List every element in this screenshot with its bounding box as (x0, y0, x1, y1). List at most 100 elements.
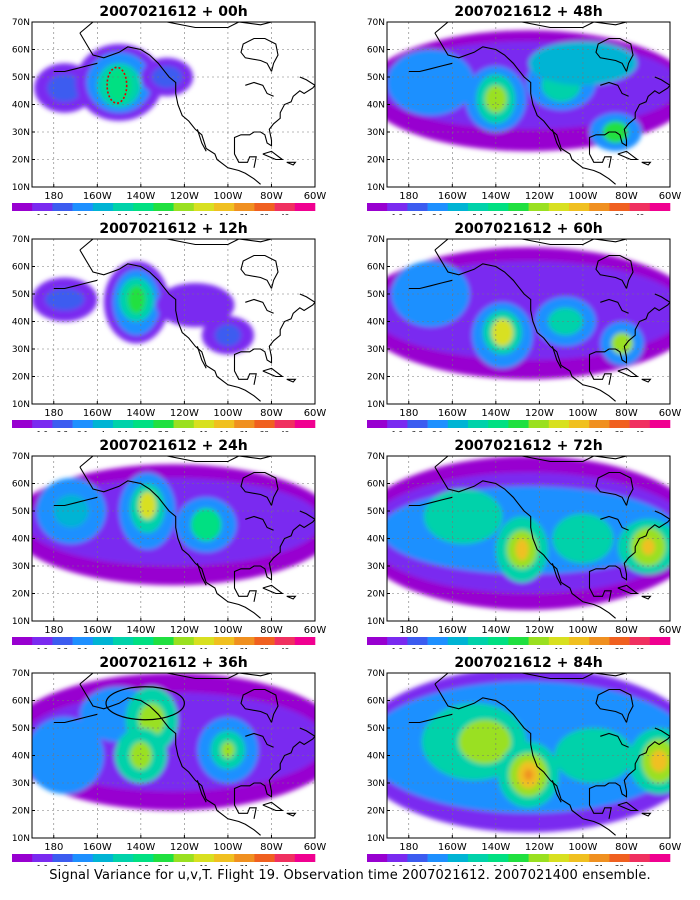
colorbar-label: 14 (220, 647, 229, 649)
colorbar-swatch (32, 420, 53, 428)
variance-field (387, 673, 670, 833)
colorbar-label: 6.3 (138, 864, 149, 866)
colorbar-swatch (609, 637, 630, 645)
colorbar-swatch (427, 203, 449, 211)
y-tick-label: 70N (367, 235, 385, 245)
colorbar-label: 2.2 (57, 213, 68, 215)
colorbar-swatch (214, 203, 235, 211)
contour-region (650, 750, 668, 772)
map-panel: 2007021612 + 48h 10N 20N 30N 40N 50N 60N 70N 180… (355, 0, 695, 221)
colorbar-swatch (234, 854, 255, 862)
colorbar-swatch (629, 637, 651, 645)
coastline (617, 367, 639, 378)
colorbar-swatch (447, 203, 469, 211)
colorbar-label: 2.2 (57, 647, 68, 649)
colorbar-label: 4 (101, 213, 106, 215)
coastline (286, 595, 297, 600)
y-tick-label: 50N (367, 73, 385, 83)
x-tick-label: 120W (525, 191, 554, 202)
map-plot: 2007021612 + 48h 10N 20N 30N 40N 50N 60N 70N 180… (367, 4, 682, 221)
x-tick-label: 140W (481, 625, 510, 636)
panel-title: 2007021612 + 48h (454, 4, 602, 20)
variance-field (32, 673, 315, 811)
colorbar-swatch (649, 203, 671, 211)
colorbar-label: 6.3 (138, 430, 149, 432)
colorbar-label: 6.3 (493, 647, 504, 649)
colorbar-label: 2.2 (412, 430, 423, 432)
colorbar-label: 1.6 (37, 213, 49, 215)
colorbar-swatch (294, 420, 316, 428)
coastline (595, 254, 634, 289)
colorbar-swatch (92, 854, 114, 862)
colorbar-label: 29 (260, 864, 269, 866)
colorbar-label: 6.3 (493, 864, 504, 866)
colorbar-swatch (193, 854, 215, 862)
contour-region (190, 508, 222, 542)
colorbar-label: 21 (595, 647, 604, 649)
colorbar-label: 21 (240, 430, 249, 432)
x-tick-label: 160W (438, 625, 467, 636)
coastline (240, 37, 279, 72)
x-tick-label: 140W (481, 842, 510, 853)
y-tick-label: 70N (12, 669, 30, 679)
y-tick-label: 20N (367, 807, 385, 817)
coastline (641, 378, 652, 383)
colorbar-label: 4 (456, 864, 461, 866)
y-tick-label: 60N (12, 697, 30, 707)
y-tick-label: 60N (367, 46, 385, 56)
coastline (53, 496, 98, 507)
y-tick-label: 10N (12, 834, 30, 844)
colorbar-swatch (569, 420, 590, 428)
colorbar-label: 1.6 (37, 430, 49, 432)
x-tick-label: 60W (304, 191, 327, 202)
colorbar-swatch (548, 420, 570, 428)
coastlines (408, 22, 670, 185)
coastline (233, 360, 257, 385)
coastline (588, 727, 670, 798)
colorbar-label: 3.1 (77, 213, 88, 215)
coastline (434, 22, 649, 34)
map-plot: 2007021612 + 36h 10N 20N 30N 40N 50N 60N 70N 180… (12, 655, 327, 872)
colorbar-swatch (274, 203, 296, 211)
colorbar-swatch (569, 203, 590, 211)
grid-lines (387, 673, 670, 838)
colorbar-label: 5.1 (473, 430, 484, 432)
colorbar-swatch (254, 203, 275, 211)
colorbar-swatch (214, 637, 235, 645)
colorbar-swatch (468, 637, 489, 645)
target-region-marker (106, 66, 128, 104)
colorbar-swatch (133, 854, 154, 862)
colorbar-swatch (113, 420, 134, 428)
colorbar-swatch (72, 854, 94, 862)
coastline (434, 673, 649, 685)
coastline (617, 584, 639, 595)
colorbar-label: 11 (199, 213, 208, 215)
colorbar-swatch (387, 637, 408, 645)
grid-lines (387, 239, 670, 404)
coastline (79, 239, 294, 251)
colorbar-swatch (488, 854, 509, 862)
colorbar-swatch (173, 420, 195, 428)
colorbar-swatch (468, 854, 489, 862)
colorbar-label: 7.5 (158, 430, 169, 432)
y-tick-label: 30N (12, 562, 30, 572)
colorbar-label: 5.1 (473, 647, 484, 649)
x-tick-label: 140W (481, 408, 510, 419)
contour-region (45, 288, 85, 311)
colorbar-label: 11 (199, 864, 208, 866)
y-tick-label: 20N (12, 373, 30, 383)
colorbar-swatch (649, 637, 671, 645)
colorbar-label: 21 (595, 213, 604, 215)
colorbar-swatch (214, 420, 235, 428)
colorbar-swatch (427, 854, 449, 862)
y-tick-label: 30N (12, 128, 30, 138)
contour-region (484, 85, 507, 113)
colorbar-swatch (528, 637, 550, 645)
coastline (408, 279, 453, 290)
x-tick-label: 140W (126, 191, 155, 202)
coastline (600, 515, 629, 531)
colorbar-label: 5.1 (473, 213, 484, 215)
colorbar-label: 7.5 (513, 647, 524, 649)
colorbar-label: 40 (635, 864, 644, 866)
y-tick-label: 40N (12, 318, 30, 328)
